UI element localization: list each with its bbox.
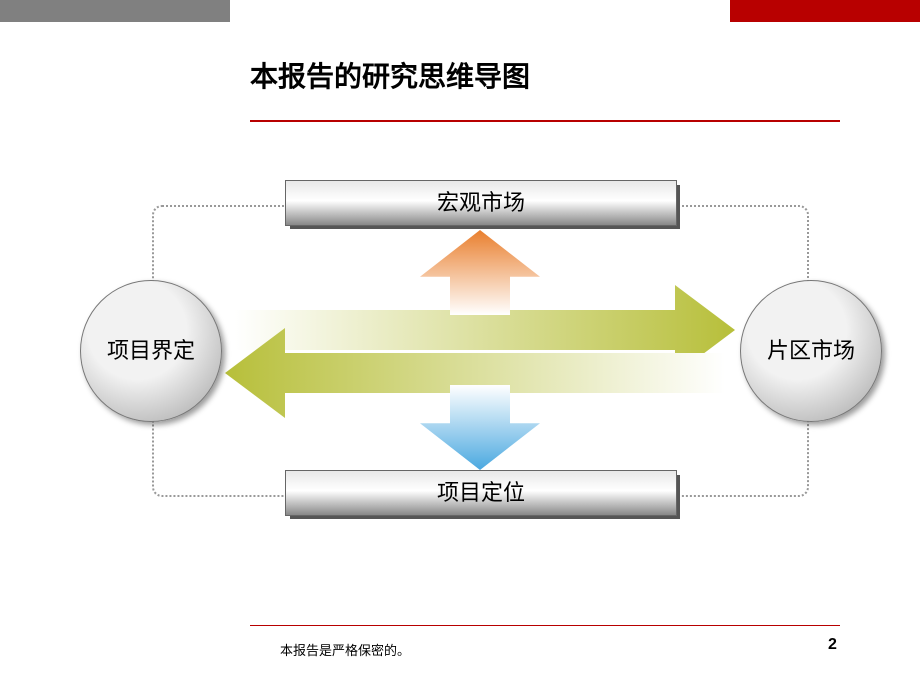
node-project-definition: 项目界定 (80, 280, 222, 422)
node-macro-market: 宏观市场 (285, 180, 677, 226)
slide: 本报告的研究思维导图 (0, 0, 920, 690)
node-project-definition-label: 项目界定 (107, 338, 195, 363)
mindmap-diagram: 宏观市场 项目定位 项目界定 片区市场 (80, 170, 870, 550)
title-underline (250, 120, 840, 122)
node-project-position-label: 项目定位 (437, 480, 525, 505)
page-number: 2 (828, 636, 837, 654)
page-title: 本报告的研究思维导图 (250, 55, 530, 95)
node-macro-market-label: 宏观市场 (437, 190, 525, 215)
node-area-market: 片区市场 (740, 280, 882, 422)
node-project-position: 项目定位 (285, 470, 677, 516)
arrow-down-icon (420, 385, 540, 470)
arrow-up-icon (420, 230, 540, 315)
footer-confidential-text: 本报告是严格保密的。 (280, 640, 410, 659)
node-area-market-label: 片区市场 (767, 338, 855, 363)
footer-line (250, 625, 840, 626)
header-bar-gray (0, 0, 230, 22)
header-bar-red (730, 0, 920, 22)
